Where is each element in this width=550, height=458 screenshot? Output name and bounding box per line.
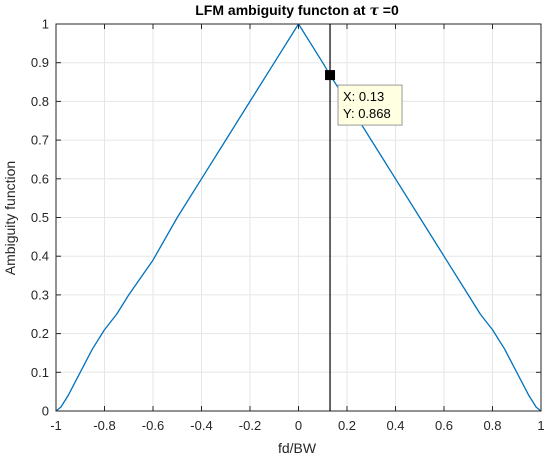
y-tick-label: 0.9: [31, 55, 49, 70]
y-axis-label: Ambiguity function: [2, 161, 18, 275]
y-tick-label: 0.2: [31, 326, 49, 341]
x-tick-label: -0.4: [190, 418, 212, 433]
datatip-x-value: X: 0.13: [343, 89, 384, 104]
x-tick-label: 0.2: [338, 418, 356, 433]
grid-lines: [56, 24, 541, 411]
chart-title: LFM ambiguity functon at τ =0: [195, 2, 399, 19]
x-tick-label: 0.8: [483, 418, 501, 433]
y-tick-label: 0.5: [31, 210, 49, 225]
y-tick-label: 0.6: [31, 171, 49, 186]
ambiguity-series-line: [55, 23, 542, 412]
data-cursor[interactable]: X: 0.13 Y: 0.868: [325, 24, 403, 411]
y-tick-label: 0.7: [31, 133, 49, 148]
datatip-y-value: Y: 0.868: [343, 106, 391, 121]
datatip-box[interactable]: [337, 84, 403, 126]
x-tick-label: -0.8: [93, 418, 115, 433]
chart-title-tau-symbol: τ: [369, 3, 379, 19]
x-tick-label: 0.4: [386, 418, 404, 433]
y-tick-label: 0: [42, 404, 49, 419]
tick-labels: -1 -0.8 -0.6 -0.4 -0.2 0 0.2 0.4 0.6 0.8 1 0 0.1 0.2 0…: [31, 17, 545, 434]
x-axis-label: fd/BW: [278, 440, 317, 456]
x-tick-label: 1: [537, 418, 544, 433]
y-tick-label: 0.3: [31, 287, 49, 302]
y-tick-label: 0.1: [31, 365, 49, 380]
y-tick-label: 0.4: [31, 249, 49, 264]
x-tick-label: 0.6: [435, 418, 453, 433]
chart-title-prefix: LFM ambiguity functon at: [195, 2, 369, 18]
x-tick-label: -1: [50, 418, 62, 433]
chart-title-suffix: =0: [379, 2, 399, 18]
y-tick-label: 0.8: [31, 94, 49, 109]
x-tick-label: 0: [295, 418, 302, 433]
axes-frame: [55, 23, 542, 412]
plot-series: [55, 23, 542, 412]
datatip-marker[interactable]: [325, 70, 336, 81]
y-tick-label: 1: [42, 17, 49, 32]
x-tick-label: -0.6: [142, 418, 164, 433]
x-tick-label: -0.2: [239, 418, 261, 433]
